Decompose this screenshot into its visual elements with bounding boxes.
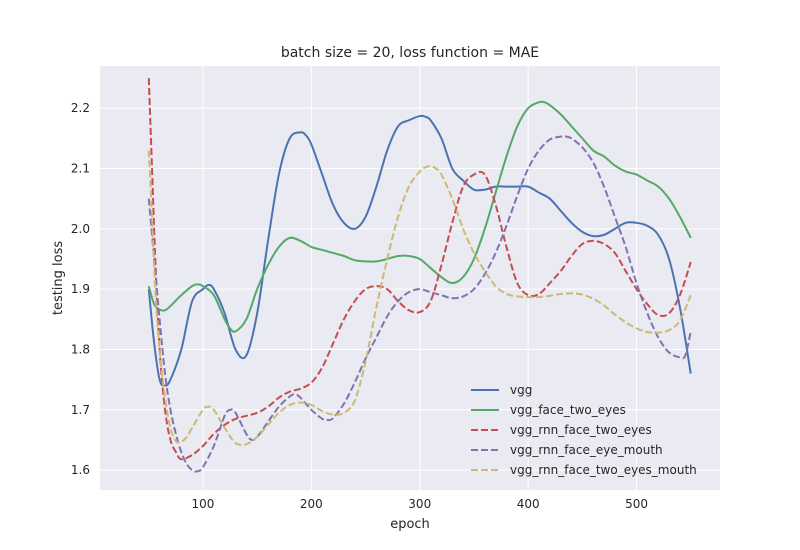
y-axis-ticks: 1.6 1.7 1.8 1.9 2.0 2.1 2.2 bbox=[71, 101, 90, 477]
series-line-vgg-face-two-eyes bbox=[147, 100, 692, 333]
y-tick-label: 2.0 bbox=[71, 222, 90, 236]
y-tick-label: 1.6 bbox=[71, 463, 90, 477]
grid-lines bbox=[100, 66, 720, 490]
y-tick-label: 1.7 bbox=[71, 403, 90, 417]
series-layer bbox=[147, 78, 692, 473]
x-axis-label: epoch bbox=[390, 517, 430, 532]
series-line-vgg bbox=[147, 114, 692, 387]
x-tick-label: 300 bbox=[408, 497, 431, 511]
legend-label: vgg_rnn_face_two_eyes_mouth bbox=[510, 463, 697, 477]
x-tick-label: 400 bbox=[517, 497, 540, 511]
x-tick-label: 500 bbox=[625, 497, 648, 511]
x-axis-ticks: 100 200 300 400 500 bbox=[192, 497, 648, 511]
legend-label: vgg_rnn_face_two_eyes bbox=[510, 423, 652, 437]
legend-label: vgg_rnn_face_eye_mouth bbox=[510, 443, 663, 457]
series-line-vgg-rnn-face-two-eyes bbox=[147, 78, 692, 461]
y-tick-label: 1.8 bbox=[71, 342, 90, 356]
y-tick-label: 1.9 bbox=[71, 282, 90, 296]
legend-label: vgg_face_two_eyes bbox=[510, 403, 626, 417]
series-line-vgg-rnn-face-eye-mouth bbox=[147, 135, 692, 473]
series-line-vgg-rnn-face-two-eyes-mouth bbox=[147, 150, 692, 446]
y-tick-label: 2.1 bbox=[71, 162, 90, 176]
x-tick-label: 100 bbox=[192, 497, 215, 511]
chart-title: batch size = 20, loss function = MAE bbox=[281, 45, 539, 61]
legend-label: vgg bbox=[510, 383, 532, 397]
x-tick-label: 200 bbox=[300, 497, 323, 511]
legend: vgg vgg_face_two_eyes vgg_rnn_face_two_eye… bbox=[471, 383, 697, 477]
y-axis-label: testing loss bbox=[51, 241, 66, 316]
y-tick-label: 2.2 bbox=[71, 101, 90, 115]
